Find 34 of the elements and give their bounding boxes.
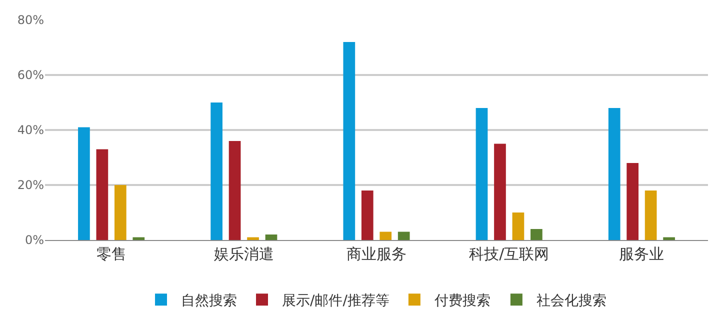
bar (361, 190, 374, 240)
x-tick-label: 零售 (96, 245, 126, 263)
bar (247, 237, 259, 240)
bar (476, 108, 488, 240)
bar (494, 144, 506, 240)
x-tick-label: 娱乐消遣 (214, 245, 274, 263)
bar (644, 190, 657, 240)
bar (132, 237, 145, 240)
x-tick-label: 商业服务 (346, 245, 406, 263)
bar (398, 232, 410, 240)
x-tick-label: 服务业 (619, 245, 664, 263)
x-tick-label: 科技/互联网 (469, 245, 550, 263)
bar (663, 237, 675, 240)
legend-label: 展示/邮件/推荐等 (282, 293, 390, 310)
legend-label: 自然搜索 (181, 293, 237, 310)
bar (343, 42, 356, 240)
y-tick-label: 60% (17, 68, 44, 82)
legend-label: 付费搜索 (433, 293, 490, 310)
bar (530, 229, 542, 240)
y-tick-label: 40% (17, 123, 44, 138)
bar (78, 127, 90, 240)
bar (265, 234, 278, 240)
legend-label: 社会化搜索 (536, 293, 606, 310)
bar (626, 163, 639, 240)
bar (512, 212, 524, 240)
bar (608, 108, 620, 240)
bar (380, 232, 392, 240)
bar (210, 102, 222, 240)
bar (96, 149, 108, 240)
bar (114, 185, 126, 240)
y-tick-label: 20% (17, 178, 44, 192)
y-tick-label: 0% (24, 233, 44, 248)
bar (228, 141, 241, 240)
y-tick-label: 80% (17, 13, 44, 28)
